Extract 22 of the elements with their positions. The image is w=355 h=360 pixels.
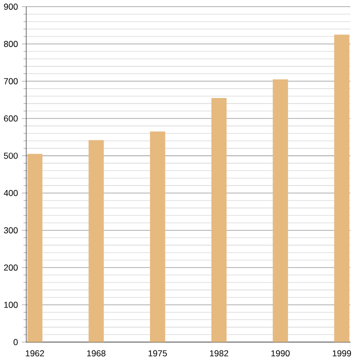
y-tick-label: 700: [4, 78, 18, 84]
y-tick-label: 0: [14, 339, 18, 346]
x-tick-label: 1975: [148, 350, 167, 356]
y-tick-label: 100: [4, 302, 18, 308]
y-tick-label: 900: [4, 4, 18, 10]
x-tick-label: 1968: [87, 350, 106, 356]
bar: [88, 140, 104, 342]
bar: [272, 79, 288, 342]
y-tick-label: 200: [4, 264, 18, 271]
y-tick-label: 600: [4, 115, 18, 122]
bar: [334, 34, 350, 342]
x-tick-label: 1982: [210, 350, 228, 356]
y-tick-label: 400: [4, 190, 18, 196]
x-tick-label: 1962: [26, 350, 44, 356]
bar: [211, 98, 227, 342]
y-tick-label: 500: [4, 152, 18, 159]
y-tick-label: 800: [4, 40, 18, 48]
bar: [150, 132, 166, 342]
y-tick-label: 300: [4, 227, 18, 234]
bar: [27, 154, 42, 342]
x-tick-label: 1990: [271, 350, 290, 356]
x-tick-label: 1999: [332, 350, 351, 356]
